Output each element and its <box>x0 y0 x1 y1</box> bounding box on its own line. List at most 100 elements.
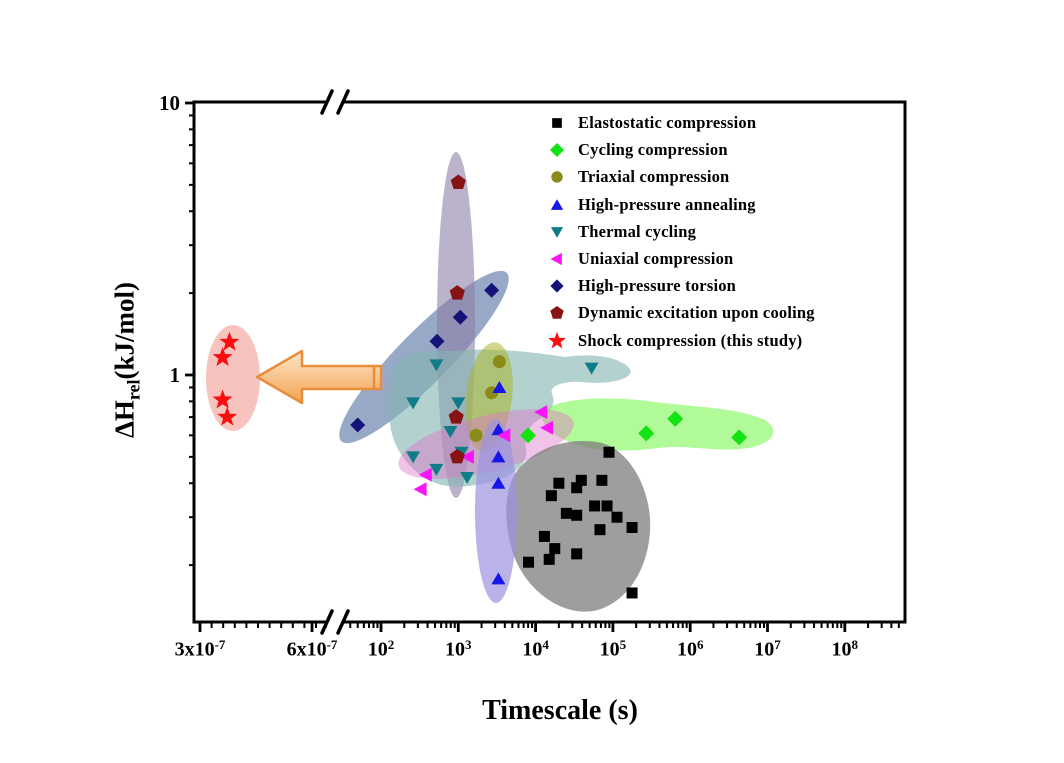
cycling-marker-icon <box>549 143 565 158</box>
x-tick-label: 105 <box>600 636 627 662</box>
elastostatic-point <box>560 507 572 519</box>
torsion-point <box>350 417 366 433</box>
legend-item-label: Uniaxial compression <box>578 249 734 268</box>
x-tick-label: 108 <box>832 636 859 662</box>
torsion-point <box>484 282 500 298</box>
elastostatic-point <box>571 482 583 494</box>
elastostatic-point <box>538 530 550 542</box>
cycling-point <box>731 429 748 446</box>
shock-series <box>212 331 240 426</box>
thermal-point <box>451 397 466 410</box>
thermal-point <box>460 471 475 484</box>
x-tick-base: 6x10 <box>286 638 327 661</box>
legend-item-cycling: Cycling compression <box>544 137 728 163</box>
shock-point <box>212 347 233 366</box>
legend-item-triaxial: Triaxial compression <box>544 164 729 190</box>
x-tick-exponent: 4 <box>542 637 549 652</box>
uniaxial-point <box>497 428 511 443</box>
y-tick-label: 1 <box>169 363 181 387</box>
elastostatic-point <box>611 511 623 523</box>
y-axis-label: ΔHrel(kJ/mol) <box>109 282 144 438</box>
thermal-point <box>429 463 444 476</box>
x-tick-label: 104 <box>522 636 549 662</box>
thermal-point <box>406 397 421 410</box>
legend-item-label: Triaxial compression <box>578 167 730 187</box>
legend-item-uniaxial: Uniaxial compression <box>544 246 733 272</box>
y-tick-label: 10 <box>159 91 180 115</box>
torsion-point <box>452 309 468 325</box>
cycling-point <box>638 425 655 442</box>
elastostatic-series <box>523 446 638 599</box>
shift-left-arrow <box>255 349 383 405</box>
elastostatic-point <box>626 522 638 534</box>
elastostatic-marker-icon <box>552 118 562 128</box>
x-tick-base: 10 <box>676 638 697 661</box>
legend-item-label: High-pressure torsion <box>578 276 737 296</box>
annealing-point <box>491 476 506 489</box>
uniaxial-point <box>540 420 554 435</box>
legend-item-thermal: Thermal cycling <box>544 219 696 245</box>
x-tick-exponent: 8 <box>851 637 859 652</box>
torsion-marker-icon <box>550 279 564 293</box>
uniaxial-point <box>413 482 427 497</box>
x-tick-base: 10 <box>831 638 852 661</box>
dynamic-marker-icon <box>550 306 564 320</box>
elastostatic-point <box>626 587 638 599</box>
annealing-point <box>491 423 506 436</box>
axis-break-icon <box>336 89 350 115</box>
x-tick-label: 102 <box>368 636 395 662</box>
triaxial-point <box>469 428 483 442</box>
axis-break-icon <box>320 89 334 115</box>
cycling-cluster-region <box>541 398 774 451</box>
elastostatic-point <box>594 524 606 536</box>
legend-item-torsion: High-pressure torsion <box>544 273 736 299</box>
x-tick-exponent: 2 <box>387 637 395 652</box>
elastostatic-point <box>571 548 583 560</box>
elastostatic-point <box>575 474 587 486</box>
x-tick-base: 10 <box>445 638 466 661</box>
annealing-cluster-region <box>475 419 517 603</box>
elastostatic-point <box>543 553 555 565</box>
cycling-point <box>520 427 537 444</box>
x-axis-label: Timescale (s) <box>482 695 638 726</box>
elastostatic-cluster-region <box>506 441 651 612</box>
legend-item-label: Dynamic excitation upon cooling <box>578 303 815 323</box>
elastostatic-point <box>589 500 601 512</box>
legend-item-elastostatic: Elastostatic compression <box>544 110 756 136</box>
elastostatic-point <box>553 477 565 489</box>
x-tick-label: 106 <box>677 636 704 662</box>
axis-break-gap <box>327 96 343 108</box>
thermal-series <box>406 359 599 484</box>
elastostatic-point <box>549 543 561 555</box>
uniaxial-point <box>534 405 548 420</box>
torsion-point <box>429 333 445 349</box>
elastostatic-point <box>603 446 615 458</box>
cycling-series <box>520 410 748 446</box>
annealing-point <box>492 380 507 393</box>
legend-item-label: Shock compression (this study) <box>578 330 803 350</box>
annealing-series <box>491 380 507 585</box>
annealing-point <box>491 572 506 585</box>
x-tick-exponent: -7 <box>326 637 338 652</box>
legend-item-annealing: High-pressure annealing <box>544 192 756 218</box>
x-tick-base: 3x10 <box>174 638 215 661</box>
legend-item-shock: Shock compression (this study) <box>544 328 802 354</box>
x-tick-exponent: 7 <box>774 637 781 652</box>
shock-marker-icon <box>548 331 566 349</box>
thermal-point <box>406 451 421 464</box>
x-tick-exponent: -7 <box>214 637 226 652</box>
legend-item-label: Thermal cycling <box>578 221 697 241</box>
shock-point <box>217 406 238 426</box>
dynamic-point <box>450 174 466 189</box>
axis-break-gap <box>327 616 343 628</box>
thermal-point <box>584 362 599 375</box>
x-tick-exponent: 6 <box>696 637 704 652</box>
shock-point <box>219 331 240 351</box>
x-tick-exponent: 3 <box>465 637 472 652</box>
axis-break-icon <box>336 609 350 635</box>
thermal-point <box>443 425 458 438</box>
dynamic-point <box>449 285 465 300</box>
x-tick-base: 10 <box>754 638 775 661</box>
